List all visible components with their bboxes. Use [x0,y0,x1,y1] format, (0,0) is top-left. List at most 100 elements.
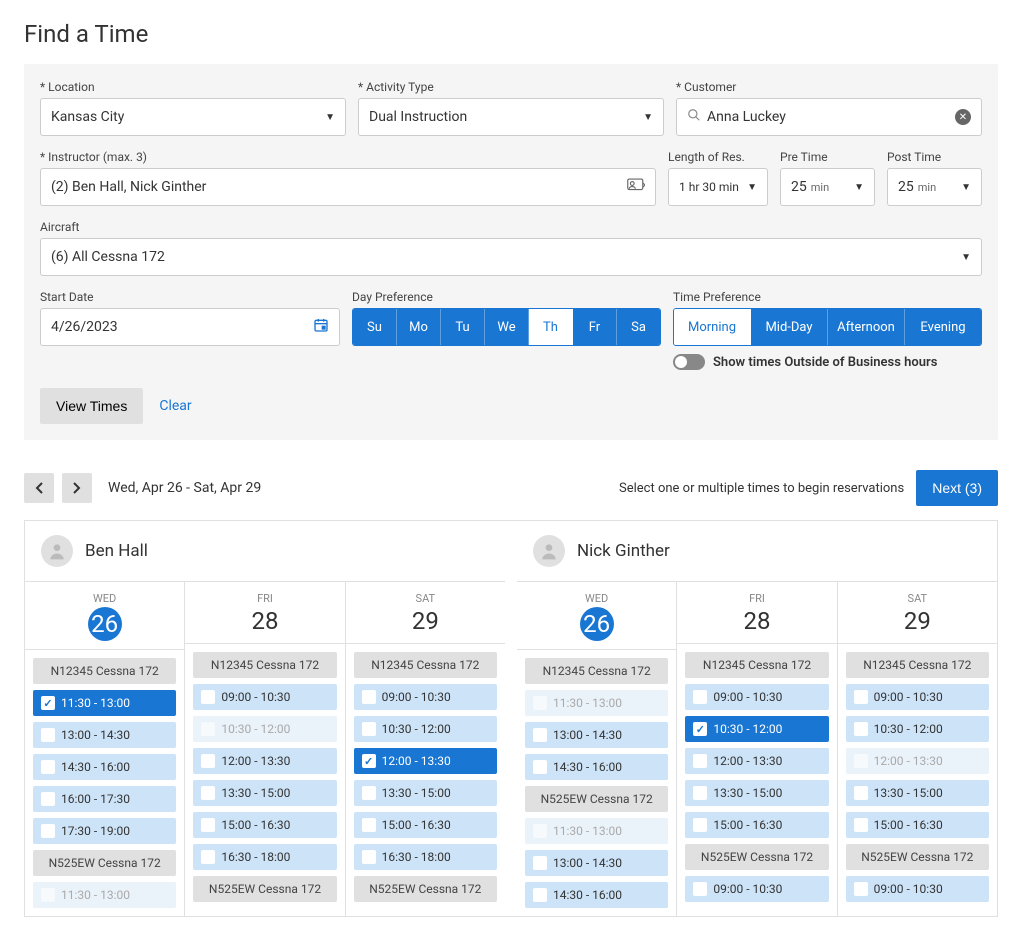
instructor-select[interactable]: (2) Ben Hall, Nick Ginther [40,168,656,206]
pre-time-select[interactable]: 25min ▼ [780,168,875,206]
time-slot[interactable]: 16:00 - 17:30 [33,786,176,812]
chevron-down-icon: ▼ [961,252,971,263]
time-slot[interactable]: 14:30 - 16:00 [33,754,176,780]
clear-link[interactable]: Clear [159,398,191,414]
time-slot[interactable]: 09:00 - 10:30 [685,876,828,902]
chevron-down-icon: ▼ [961,182,971,193]
instructor-block: Nick GintherWED26N12345 Cessna 17211:30 … [517,521,997,916]
time-slot[interactable]: 13:00 - 14:30 [525,850,668,876]
time-pref-evening[interactable]: Evening [905,309,981,345]
day-pref-mo[interactable]: Mo [397,309,441,345]
time-slot[interactable]: 15:00 - 16:30 [354,812,497,838]
time-preference-group: MorningMid-DayAfternoonEvening [673,308,982,346]
prev-button[interactable] [24,473,54,503]
checkbox-icon [201,786,215,800]
checkbox-icon [693,882,707,896]
day-pref-sa[interactable]: Sa [617,309,660,345]
next-button[interactable] [62,473,92,503]
time-slot[interactable]: 14:30 - 16:00 [525,882,668,908]
time-slot-label: 17:30 - 19:00 [61,824,130,838]
time-pref-mid-day[interactable]: Mid-Day [751,309,828,345]
time-slot[interactable]: 09:00 - 10:30 [846,876,989,902]
time-slot[interactable]: 11:30 - 13:00 [33,882,176,908]
time-pref-morning[interactable]: Morning [674,309,751,345]
outside-hours-toggle[interactable] [673,354,705,370]
checkbox-icon [854,722,868,736]
time-slot[interactable]: 13:30 - 15:00 [193,780,336,806]
time-slot[interactable]: 15:00 - 16:30 [685,812,828,838]
time-slot[interactable]: 14:30 - 16:00 [525,754,668,780]
time-slot-label: 10:30 - 12:00 [221,722,290,736]
time-slot[interactable]: 10:30 - 12:00 [354,716,497,742]
time-slot-label: 14:30 - 16:00 [61,760,130,774]
time-slot[interactable]: 12:00 - 13:30 [685,748,828,774]
day-column: FRI28N12345 Cessna 17209:00 - 10:3010:30… [677,582,837,916]
time-slot[interactable]: 13:30 - 15:00 [354,780,497,806]
day-pref-fr[interactable]: Fr [573,309,617,345]
outside-hours-label: Show times Outside of Business hours [713,355,937,370]
time-slot[interactable]: 09:00 - 10:30 [193,684,336,710]
time-slot-label: 13:00 - 14:30 [553,856,622,870]
checkbox-icon [693,786,707,800]
length-select[interactable]: 1 hr 30 min ▼ [668,168,768,206]
location-label: * Location [40,80,346,94]
time-slot[interactable]: 12:00 - 13:30 [846,748,989,774]
day-number: 26 [580,607,614,641]
time-slot[interactable]: 10:30 - 12:00 [685,716,828,742]
time-slot[interactable]: 10:30 - 12:00 [193,716,336,742]
time-slot[interactable]: 13:30 - 15:00 [846,780,989,806]
view-times-button[interactable]: View Times [40,388,143,424]
next-step-button[interactable]: Next (3) [916,470,998,506]
checkbox-icon [201,722,215,736]
time-slot[interactable]: 11:30 - 13:00 [525,690,668,716]
day-pref-su[interactable]: Su [353,309,397,345]
time-slot[interactable]: 13:30 - 15:00 [685,780,828,806]
time-slot[interactable]: 09:00 - 10:30 [846,684,989,710]
time-slot-label: 12:00 - 13:30 [713,754,782,768]
time-slot[interactable]: 13:00 - 14:30 [525,722,668,748]
day-column: SAT29N12345 Cessna 17209:00 - 10:3010:30… [346,582,505,916]
checkbox-icon [533,760,547,774]
day-number: 28 [677,607,836,635]
aircraft-label: N525EW Cessna 172 [525,786,668,812]
time-slot[interactable]: 10:30 - 12:00 [846,716,989,742]
day-pref-we[interactable]: We [485,309,529,345]
time-slot[interactable]: 15:00 - 16:30 [846,812,989,838]
time-pref-afternoon[interactable]: Afternoon [828,309,905,345]
time-slot[interactable]: 09:00 - 10:30 [685,684,828,710]
aircraft-label: N12345 Cessna 172 [846,652,989,678]
time-slot-label: 09:00 - 10:30 [382,690,451,704]
time-slot[interactable]: 11:30 - 13:00 [525,818,668,844]
checkbox-icon [693,818,707,832]
time-slot[interactable]: 13:00 - 14:30 [33,722,176,748]
aircraft-select[interactable]: (6) All Cessna 172 ▼ [40,238,982,276]
day-pref-th[interactable]: Th [529,309,573,345]
avatar-icon [533,535,565,567]
calendar-icon[interactable] [313,317,329,337]
start-date-label: Start Date [40,290,340,304]
checkbox-icon [201,690,215,704]
checkbox-icon [533,824,547,838]
time-slot-label: 15:00 - 16:30 [221,818,290,832]
post-time-select[interactable]: 25min ▼ [887,168,982,206]
time-slot[interactable]: 16:30 - 18:00 [193,844,336,870]
time-slot[interactable]: 12:00 - 13:30 [354,748,497,774]
day-number: 29 [838,607,997,635]
day-pref-tu[interactable]: Tu [441,309,485,345]
time-slot[interactable]: 12:00 - 13:30 [193,748,336,774]
time-slot[interactable]: 16:30 - 18:00 [354,844,497,870]
avatar-icon [41,535,73,567]
instructor-name: Ben Hall [85,541,148,561]
start-date-input[interactable]: 4/26/2023 [40,308,340,346]
time-slot-label: 14:30 - 16:00 [553,888,622,902]
clear-icon[interactable]: ✕ [955,109,971,125]
time-slot[interactable]: 15:00 - 16:30 [193,812,336,838]
time-slot[interactable]: 09:00 - 10:30 [354,684,497,710]
checkbox-icon [41,696,55,710]
activity-type-select[interactable]: Dual Instruction ▼ [358,98,664,136]
location-select[interactable]: Kansas City ▼ [40,98,346,136]
time-slot[interactable]: 11:30 - 13:00 [33,690,176,716]
customer-input[interactable]: Anna Luckey ✕ [676,98,982,136]
time-slot-label: 13:30 - 15:00 [382,786,451,800]
time-slot[interactable]: 17:30 - 19:00 [33,818,176,844]
